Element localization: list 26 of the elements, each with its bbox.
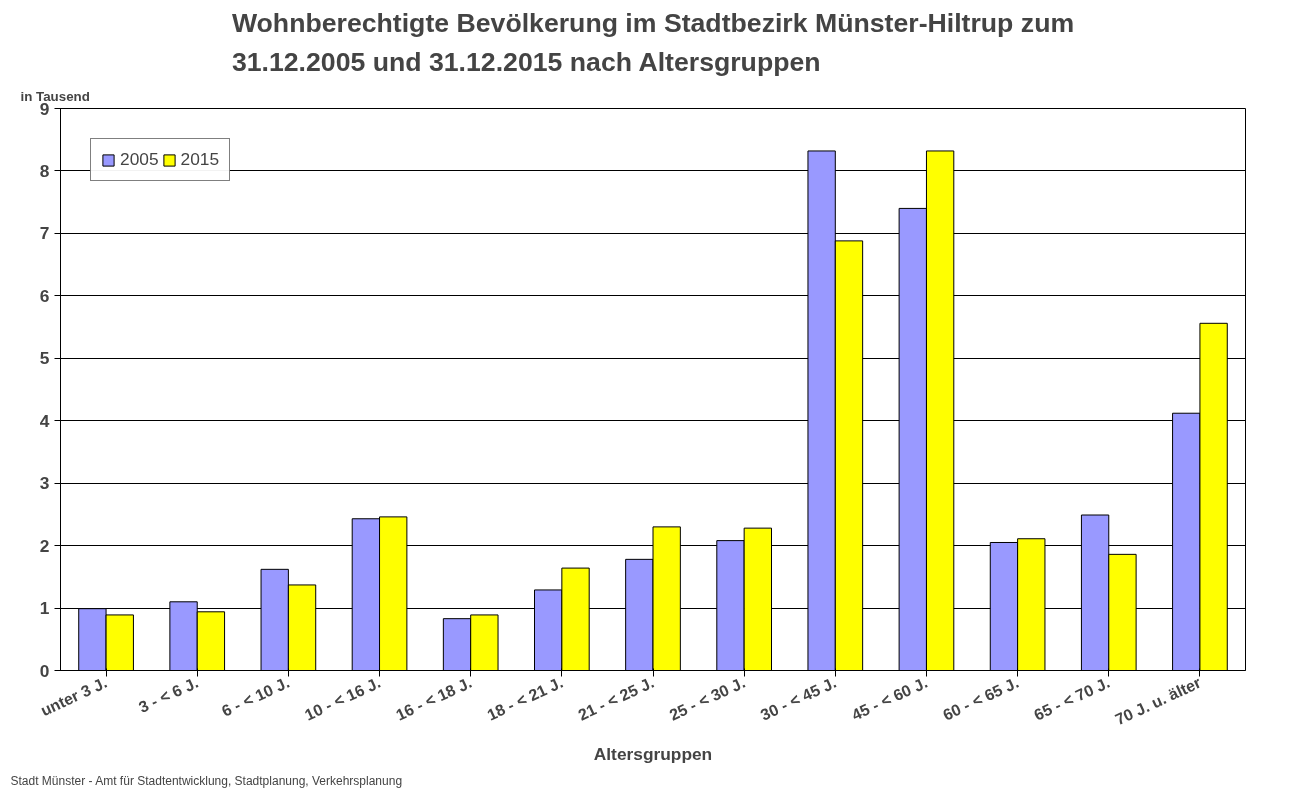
y-tick-label: 5 [39, 348, 50, 369]
legend-label: 2005 [120, 149, 159, 170]
x-tick-label: 60 - < 65 J. [940, 673, 1022, 724]
x-tick-label: 6 - < 10 J. [219, 673, 292, 720]
x-tick-label: 3 - < 6 J. [136, 673, 201, 717]
y-tick-label: 7 [39, 223, 50, 244]
y-tick-label: 0 [39, 660, 50, 681]
x-tick-label: 25 - < 30 J. [666, 673, 748, 724]
chart-title: Wohnberechtigte Bevölkerung im Stadtbezirk Münster-Hiltrup zum 31.12.2005 und 31.12.2015 nach Altersgruppen [231, 7, 1075, 77]
text: Stadt Münster - Amt für Stadtentwicklung, Stadtplanung, Verkehrsplanung [10, 773, 403, 788]
y-tick-label: 3 [39, 473, 50, 494]
y-tick-label: 6 [39, 285, 50, 306]
x-tick-label: 10 - < 16 J. [302, 673, 384, 724]
x-tick-label: 70 J. u. älter [1112, 673, 1204, 729]
y-tick-label: 8 [39, 160, 50, 181]
x-tick-label: 45 - < 60 J. [849, 673, 931, 724]
x-tick-label: 21 - < 25 J. [575, 673, 657, 724]
x-tick-label: 16 - < 18 J. [393, 673, 475, 724]
x-tick-label: 30 - < 45 J. [757, 673, 839, 724]
legend-label: 2015 [180, 149, 220, 170]
x-tick-label: 18 - < 21 J. [484, 673, 566, 724]
y-tick-label: 2 [39, 535, 50, 556]
y-tick-label: 4 [39, 410, 50, 431]
y-tick-label: 1 [39, 598, 50, 619]
x-tick-label: 65 - < 70 J. [1031, 673, 1113, 724]
x-axis-title: Altersgruppen [593, 744, 713, 764]
